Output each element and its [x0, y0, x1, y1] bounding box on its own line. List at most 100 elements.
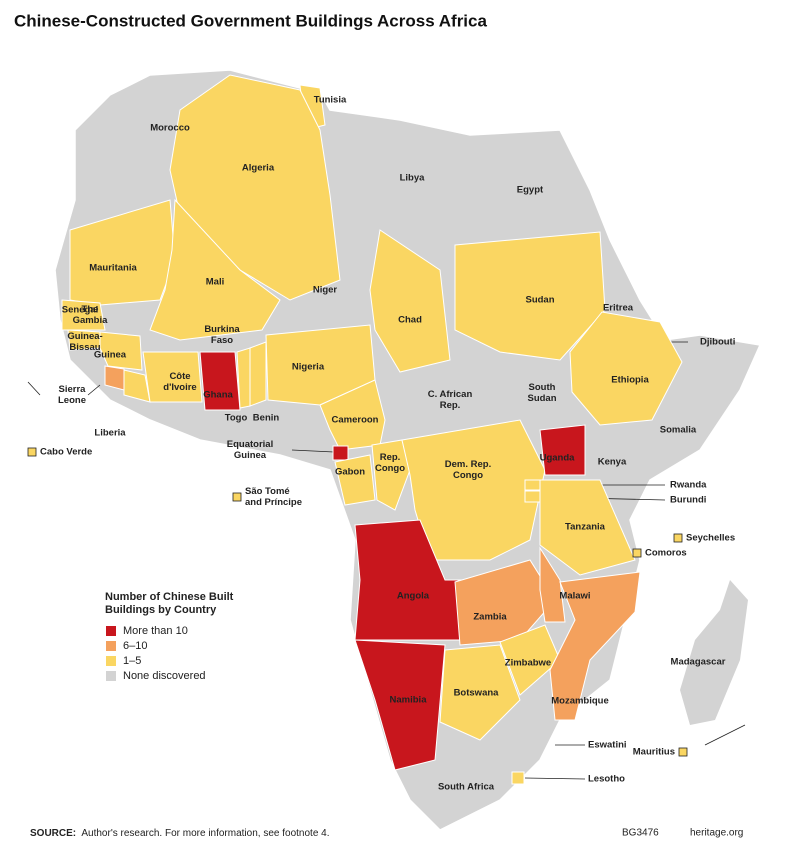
country-label: Togo — [225, 413, 248, 424]
madagascar-shape — [680, 580, 748, 725]
source-text: Author's research. For more information,… — [81, 828, 329, 839]
country-label: Rep. — [380, 452, 401, 463]
country-label: Dem. Rep. — [445, 459, 491, 470]
country-label: Cameroon — [332, 415, 379, 426]
country-shape — [149, 198, 281, 341]
country-shape — [354, 639, 446, 771]
country-label: Tunisia — [314, 95, 347, 106]
country-shape — [369, 229, 451, 373]
country-label: Zimbabwe — [505, 658, 551, 669]
country-label: Kenya — [598, 457, 627, 468]
country-label: Equatorial — [227, 439, 273, 450]
country-label: Comoros — [645, 548, 687, 559]
country-shape — [371, 439, 411, 511]
country-label: Chad — [398, 315, 422, 326]
country-label: Angola — [397, 591, 430, 602]
legend-label: More than 10 — [123, 625, 188, 637]
country-label: Morocco — [150, 123, 190, 134]
country-label: Faso — [211, 335, 233, 346]
legend-label: None discovered — [123, 670, 206, 682]
country-shape — [332, 445, 349, 461]
country-label: Côte — [169, 371, 190, 382]
country-label: Eritrea — [603, 303, 634, 314]
island-marker — [678, 747, 688, 757]
country-label: South Africa — [438, 782, 495, 793]
country-label: Burundi — [670, 495, 706, 506]
countries — [27, 74, 688, 785]
country-label: South — [529, 382, 556, 393]
country-label: d'Ivoire — [163, 382, 196, 393]
map-title: Chinese-Constructed Government Buildings… — [14, 11, 487, 30]
country-label: Tanzania — [565, 522, 606, 533]
country-label: Benin — [253, 413, 280, 424]
source: SOURCE: Author's research. For more info… — [30, 828, 330, 839]
legend-swatch — [106, 626, 116, 636]
country-label: C. African — [428, 389, 473, 400]
country-label: Mali — [206, 277, 224, 288]
country-label: Madagascar — [671, 657, 726, 668]
country-shape — [454, 559, 556, 646]
legend-label: 1–5 — [123, 655, 141, 667]
legend-title: Number of Chinese Built — [105, 591, 234, 603]
country-label: Cabo Verde — [40, 447, 92, 458]
country-shape — [401, 419, 546, 561]
country-shape — [61, 299, 106, 331]
country-label: Mauritius — [633, 747, 675, 758]
country-shape — [439, 644, 521, 741]
country-label: Rep. — [440, 400, 461, 411]
country-shape — [511, 771, 525, 785]
country-label: and Príncipe — [245, 497, 302, 508]
country-shape — [539, 546, 566, 623]
country-label: Rwanda — [670, 480, 707, 491]
country-shape — [539, 424, 586, 476]
country-label: Mozambique — [551, 696, 609, 707]
legend-title: Buildings by Country — [105, 604, 217, 616]
country-label: Egypt — [517, 185, 544, 196]
country-label: Namibia — [390, 695, 428, 706]
country-label: Mauritania — [89, 263, 137, 274]
country-label: Zambia — [473, 612, 507, 623]
legend-swatch — [106, 671, 116, 681]
legend-swatch — [106, 656, 116, 666]
country-label: Congo — [375, 463, 405, 474]
country-labels: Tunisia Morocco Algeria Libya Egypt Mauritani… — [40, 95, 735, 793]
island-marker — [673, 533, 683, 543]
country-shape — [524, 490, 541, 503]
country-label: Lesotho — [588, 774, 625, 785]
country-label: Malawi — [559, 591, 590, 602]
country-shape — [142, 351, 203, 403]
country-label: Guinea- — [67, 331, 102, 342]
legend-label: 6–10 — [123, 640, 147, 652]
legend-swatch — [106, 641, 116, 651]
country-shape — [249, 341, 267, 407]
country-label: Gambia — [73, 315, 109, 326]
country-label: Niger — [313, 285, 338, 296]
country-shape — [539, 479, 636, 576]
country-label: Congo — [453, 470, 483, 481]
country-label: Leone — [58, 395, 86, 406]
country-shape — [334, 454, 376, 506]
country-label: Senegal — [62, 305, 98, 316]
source-label: SOURCE: — [30, 828, 76, 839]
country-label: Guinea — [234, 450, 267, 461]
country-label: Gabon — [335, 467, 365, 478]
country-label: Algeria — [242, 163, 275, 174]
country-shape — [69, 199, 176, 306]
country-label: Djibouti — [700, 337, 735, 348]
country-label: Eswatini — [588, 740, 627, 751]
country-label: Sierra — [59, 384, 87, 395]
island-marker — [232, 492, 242, 502]
country-shape — [524, 479, 541, 491]
country-shape — [99, 331, 143, 371]
country-shape — [569, 311, 683, 426]
country-shape — [199, 351, 241, 411]
country-label: Botswana — [454, 688, 500, 699]
country-label: Liberia — [94, 428, 126, 439]
footer-code: BG3476 — [622, 828, 659, 839]
country-label: Bissau — [69, 342, 100, 353]
country-label: Guinea — [94, 350, 127, 361]
country-label: Burkina — [204, 324, 240, 335]
island-marker — [27, 447, 37, 457]
country-label: Sudan — [527, 393, 556, 404]
